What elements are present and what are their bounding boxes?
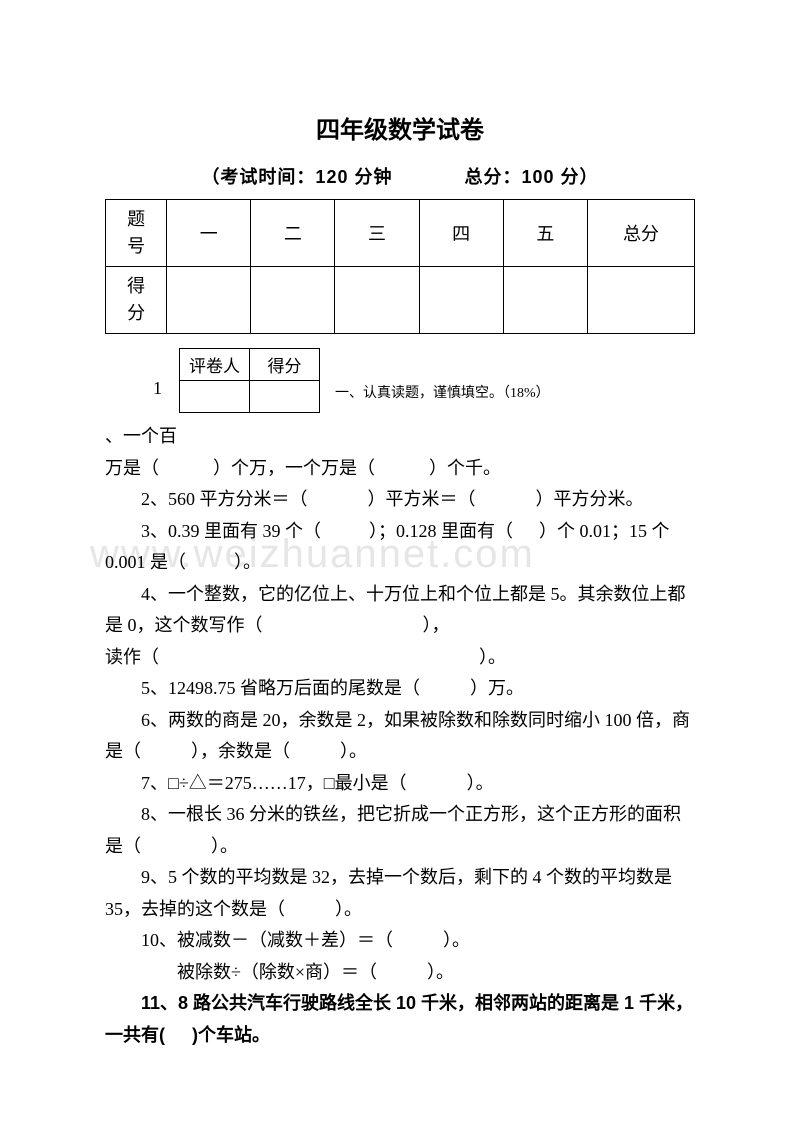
subtitle-left: （考试时间：120 分钟: [201, 167, 392, 187]
score-row-label-2: 得分: [106, 267, 167, 334]
q7: 7、□÷△＝275……17，□最小是（）。: [105, 768, 695, 800]
grader-col-2: 得分: [250, 349, 320, 381]
q8: 8、一根长 36 分米的铁丝，把它折成一个正方形，这个正方形的面积是（）。: [105, 799, 695, 862]
score-cell: [167, 267, 251, 334]
page-content: 四年级数学试卷 （考试时间：120 分钟 总分：100 分） 题号 一 二 三 …: [105, 110, 695, 1051]
grader-col-1: 评卷人: [180, 349, 250, 381]
section-caption: 一、认真读题，谨慎填空。（18%）: [335, 382, 550, 402]
grader-block: 1 评卷人 得分 一、认真读题，谨慎填空。（18%）: [105, 348, 695, 413]
exam-title: 四年级数学试卷: [105, 110, 695, 145]
q6: 6、两数的商是 20，余数是 2，如果被除数和除数同时缩小 100 倍，商是（）…: [105, 705, 695, 768]
score-col-4: 四: [419, 200, 503, 267]
q1: 万是（ ）个万，一个万是（ ）个千。: [105, 453, 695, 485]
score-cell: [335, 267, 419, 334]
score-col-5: 五: [503, 200, 587, 267]
subtitle-right: 总分：100 分）: [465, 167, 599, 187]
q10a: 10、被减数－（减数＋差）＝（）。: [105, 925, 695, 957]
score-cell: [587, 267, 694, 334]
q1-prefix: 、一个百: [105, 421, 695, 453]
q9: 9、5 个数的平均数是 32，去掉一个数后，剩下的 4 个数的平均数是 35，去…: [105, 862, 695, 925]
q5: 5、12498.75 省略万后面的尾数是（）万。: [105, 673, 695, 705]
score-cell: [503, 267, 587, 334]
q2: 2、560 平方分米＝（）平方米＝（）平方分米。: [105, 484, 695, 516]
score-col-total: 总分: [587, 200, 694, 267]
score-col-3: 三: [335, 200, 419, 267]
grader-table: 评卷人 得分: [179, 348, 320, 413]
q1-number: 1: [153, 378, 162, 399]
grader-cell: [180, 381, 250, 413]
score-col-2: 二: [251, 200, 335, 267]
score-col-1: 一: [167, 200, 251, 267]
grader-cell: [250, 381, 320, 413]
q11: 11、8 路公共汽车行驶路线全长 10 千米，相邻两站的距离是 1 千米，一共有…: [105, 988, 695, 1051]
q4: 4、一个整数，它的亿位上、十万位上和个位上都是 5。其余数位上都是 0，这个数写…: [105, 579, 695, 642]
score-table: 题号 一 二 三 四 五 总分 得分: [105, 199, 695, 334]
score-cell: [251, 267, 335, 334]
score-row-label-1: 题号: [106, 200, 167, 267]
q3: 3、0.39 里面有 39 个（）；0.128 里面有（）个 0.01；15 个…: [105, 516, 695, 579]
q4b: 读作（）。: [105, 642, 695, 674]
score-cell: [419, 267, 503, 334]
q10b: 被除数÷（除数×商）＝（）。: [105, 957, 695, 989]
exam-subtitle: （考试时间：120 分钟 总分：100 分）: [105, 163, 695, 189]
